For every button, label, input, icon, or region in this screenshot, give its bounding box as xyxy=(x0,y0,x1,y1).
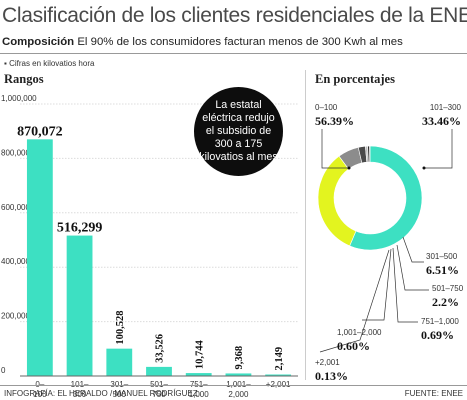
x-tick-label: 0– xyxy=(35,380,44,389)
pie-category-label: 1,001–2,000 xyxy=(337,328,382,337)
footer-credit: INFOGRAFÍA: EL HERALDO / MANUEL RODRÍGUE… xyxy=(4,389,198,398)
subtitle-bold: Composición xyxy=(2,36,75,48)
x-tick-label: 750 xyxy=(152,390,166,399)
leader-dot xyxy=(422,166,426,170)
pie-value-label: 0.69% xyxy=(421,328,454,342)
bar xyxy=(26,139,53,376)
subtitle: Composición El 90% de los consumidores f… xyxy=(2,36,403,48)
bar xyxy=(225,373,252,376)
leader-line xyxy=(392,247,418,323)
pie-category-label: 301–500 xyxy=(426,252,458,261)
units-note-text: Cifras en kilovatios hora xyxy=(9,59,95,68)
bar-value-label: 33,526 xyxy=(155,334,166,363)
x-tick-label: 100 xyxy=(33,390,47,399)
callout-text: La estatal eléctrica redujo el subsidio … xyxy=(199,99,278,163)
x-tick-label: 2,000 xyxy=(228,390,249,399)
pie-section-title: En porcentajes xyxy=(315,72,395,86)
bar xyxy=(185,373,212,376)
leader-line xyxy=(362,248,392,321)
x-tick-label: 500 xyxy=(113,390,127,399)
bar-section-title: Rangos xyxy=(4,72,44,86)
x-tick-label: 1,000 xyxy=(189,390,210,399)
subtitle-text: El 90% de los consumidores facturan meno… xyxy=(77,36,403,48)
x-tick-label: 751– xyxy=(190,380,208,389)
leader-dot xyxy=(347,166,351,170)
section-divider xyxy=(305,70,306,380)
x-tick-label: 101– xyxy=(71,380,89,389)
pie-value-label: 0.13% xyxy=(315,369,348,383)
leader-line xyxy=(424,129,453,169)
units-note: ▪ Cifras en kilovatios hora xyxy=(4,59,94,68)
bar-value-label: 870,072 xyxy=(17,124,63,139)
pie-category-label: 0–100 xyxy=(315,103,338,112)
x-tick-label: 301– xyxy=(110,380,128,389)
bar-value-label: 10,744 xyxy=(194,339,205,369)
leader-line xyxy=(396,244,429,291)
pie-value-label: 2.2% xyxy=(432,295,459,309)
bar xyxy=(106,348,133,376)
leader-line xyxy=(321,129,349,169)
x-tick-label: +2,001 xyxy=(266,380,291,389)
leader-line xyxy=(402,236,424,263)
x-tick-label: 1,001– xyxy=(226,380,251,389)
bar-value-label: 9,368 xyxy=(234,346,245,370)
pie-slice xyxy=(317,155,357,247)
pie-value-label: 0.60% xyxy=(337,339,370,353)
pie-category-label: 101–300 xyxy=(429,103,461,112)
footer-source: FUENTE: ENEE xyxy=(404,389,463,398)
x-tick-label: 300 xyxy=(73,390,87,399)
y-tick-label: 0 xyxy=(1,366,6,375)
page-title: Clasificación de los clientes residencia… xyxy=(2,4,467,27)
y-tick-label: 200,000 xyxy=(1,312,30,321)
pie-value-label: 33.46% xyxy=(422,114,461,128)
leader-line xyxy=(319,249,390,353)
bar-value-label: 516,299 xyxy=(57,221,103,236)
bar xyxy=(265,374,292,376)
callout-bubble: La estatal eléctrica redujo el subsidio … xyxy=(194,87,283,176)
pie-category-label: 501–750 xyxy=(432,284,464,293)
pie-category-label: 751–1,000 xyxy=(421,317,459,326)
pie-value-label: 6.51% xyxy=(426,263,459,277)
pie-category-label: +2,001 xyxy=(315,358,340,367)
top-rule xyxy=(0,53,467,54)
pie-value-label: 56.39% xyxy=(315,114,354,128)
footer-rule xyxy=(0,385,467,386)
bar xyxy=(66,235,93,376)
y-tick-label: 800,000 xyxy=(1,148,30,157)
bar xyxy=(146,366,172,376)
bar-value-label: 2,149 xyxy=(274,347,285,371)
y-tick-label: 1,000,000 xyxy=(1,94,37,103)
bullet-icon: ▪ xyxy=(4,59,10,68)
pie-slice xyxy=(349,145,423,251)
y-tick-label: 400,000 xyxy=(1,257,30,266)
bar-value-label: 100,528 xyxy=(115,311,126,345)
x-tick-label: 501– xyxy=(150,380,168,389)
y-tick-label: 600,000 xyxy=(1,203,30,212)
